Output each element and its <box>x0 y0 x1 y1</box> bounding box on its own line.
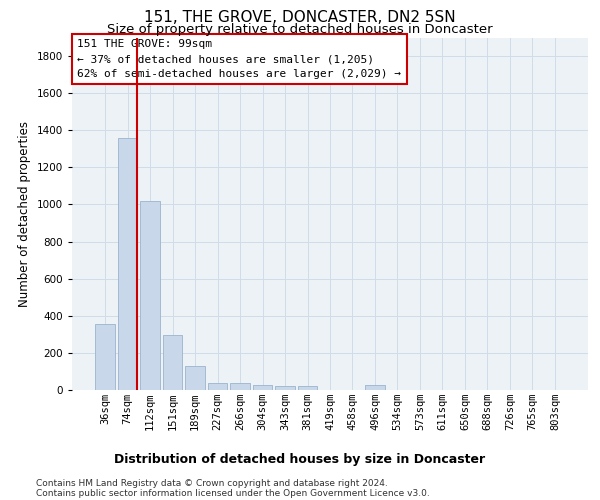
Bar <box>275 386 295 390</box>
Text: 151 THE GROVE: 99sqm
← 37% of detached houses are smaller (1,205)
62% of semi-de: 151 THE GROVE: 99sqm ← 37% of detached h… <box>77 40 401 79</box>
Text: Distribution of detached houses by size in Doncaster: Distribution of detached houses by size … <box>115 452 485 466</box>
Bar <box>140 201 160 390</box>
Bar <box>298 386 317 390</box>
Bar <box>118 138 137 390</box>
Bar <box>253 386 272 390</box>
Text: Contains public sector information licensed under the Open Government Licence v3: Contains public sector information licen… <box>36 489 430 498</box>
Bar <box>163 336 182 390</box>
Text: Size of property relative to detached houses in Doncaster: Size of property relative to detached ho… <box>107 22 493 36</box>
Bar <box>185 366 205 390</box>
Bar <box>95 324 115 390</box>
Text: Contains HM Land Registry data © Crown copyright and database right 2024.: Contains HM Land Registry data © Crown c… <box>36 479 388 488</box>
Bar <box>230 383 250 390</box>
Bar <box>365 386 385 390</box>
Text: 151, THE GROVE, DONCASTER, DN2 5SN: 151, THE GROVE, DONCASTER, DN2 5SN <box>144 10 456 25</box>
Y-axis label: Number of detached properties: Number of detached properties <box>18 120 31 306</box>
Bar <box>208 383 227 390</box>
